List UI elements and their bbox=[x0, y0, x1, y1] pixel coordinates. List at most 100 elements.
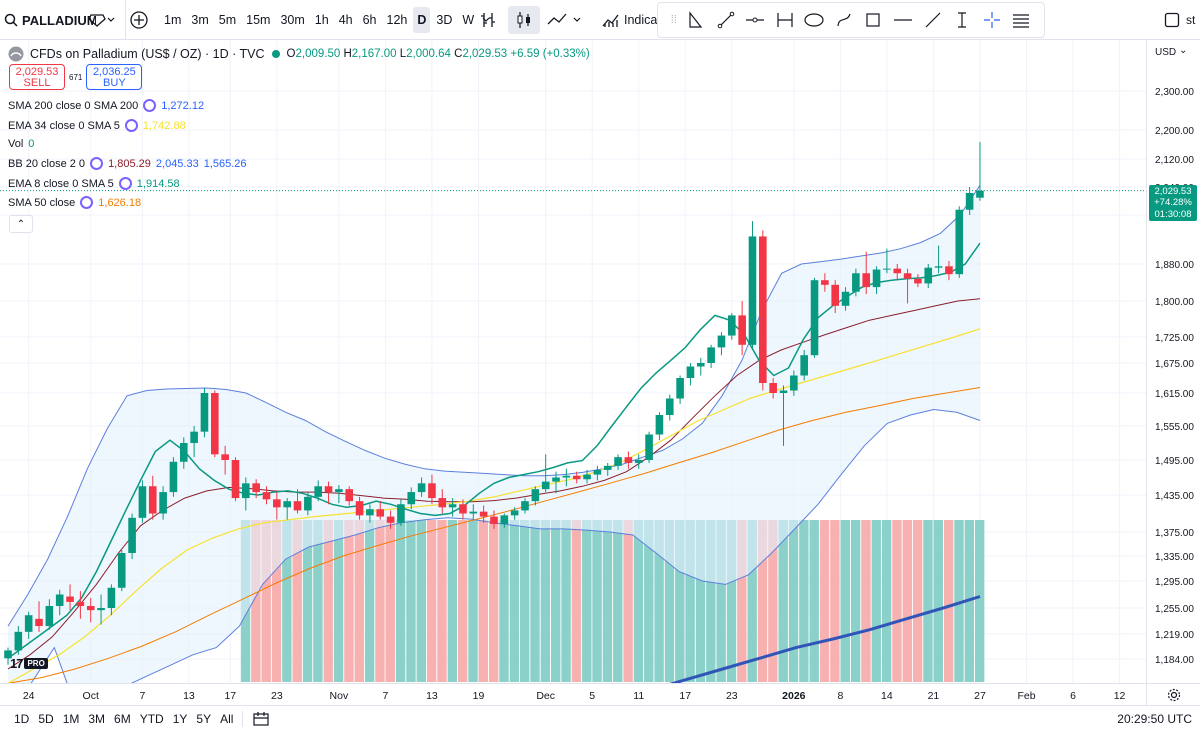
time-tick-label: 13 bbox=[183, 690, 195, 702]
calendar-range-icon[interactable] bbox=[252, 711, 270, 727]
range-ytd[interactable]: YTD bbox=[139, 711, 164, 726]
buy-button[interactable]: 2,036.25 BUY bbox=[86, 64, 143, 90]
symbol-legend[interactable]: CFDs on Palladium (US$ / OZ) · 1D · TVC … bbox=[8, 46, 590, 62]
time-tick-label: 23 bbox=[726, 690, 738, 702]
candle-body bbox=[748, 236, 757, 345]
tf-30m[interactable]: 30m bbox=[280, 13, 305, 27]
tf-5m[interactable]: 5m bbox=[218, 13, 237, 27]
price-tick-label: 2,200.00 bbox=[1155, 126, 1194, 137]
tf-12h[interactable]: 12h bbox=[386, 13, 408, 27]
range-1d[interactable]: 1D bbox=[14, 711, 30, 726]
candle-body bbox=[231, 460, 240, 499]
currency-label[interactable]: USD bbox=[1155, 47, 1177, 58]
pitchfork-icon[interactable] bbox=[685, 9, 707, 31]
price-axis[interactable]: 2,300.002,200.002,120.002,040.001,960.00… bbox=[1146, 40, 1200, 683]
tf-6h[interactable]: 6h bbox=[362, 13, 377, 27]
indicator-ema8[interactable]: EMA 8 close 0 SMA 5 1,914.58 bbox=[8, 177, 180, 190]
indicator-sma200[interactable]: SMA 200 close 0 SMA 200 1,272.12 bbox=[8, 99, 204, 112]
crosshair-icon[interactable] bbox=[981, 9, 1003, 31]
ray-icon[interactable] bbox=[922, 9, 944, 31]
indicator-value: 1,805.29 bbox=[108, 157, 151, 170]
candle-body bbox=[728, 315, 736, 336]
chevron-down-icon[interactable]: ⌄ bbox=[1179, 45, 1188, 56]
collapse-legend-button[interactable]: ⌃ bbox=[9, 215, 33, 233]
chart-pane[interactable] bbox=[0, 40, 1146, 713]
time-tick-label: 8 bbox=[837, 690, 843, 702]
tf-15m[interactable]: 15m bbox=[246, 13, 271, 27]
volume-bar bbox=[933, 520, 943, 682]
candle-body bbox=[386, 516, 395, 523]
compare-symbol-button[interactable] bbox=[88, 0, 116, 40]
line-type-button[interactable] bbox=[546, 0, 582, 40]
range-5d[interactable]: 5D bbox=[38, 711, 54, 726]
volume-bar bbox=[530, 520, 540, 682]
curve-icon[interactable] bbox=[833, 9, 855, 31]
range-6m[interactable]: 6M bbox=[114, 711, 131, 726]
low-value: 2,000.64 bbox=[406, 48, 451, 60]
bar-type-button[interactable] bbox=[478, 0, 498, 40]
tf-4h[interactable]: 4h bbox=[338, 13, 353, 27]
indicator-bb[interactable]: BB 20 close 2 0 1,805.29 2,045.33 1,565.… bbox=[8, 157, 247, 170]
bb-fill bbox=[8, 185, 980, 712]
time-axis[interactable]: 24 Oct 7 13 17 23 Nov 7 13 19 Dec 5 11 17 23 2026 8 14 21 2… bbox=[0, 683, 1146, 705]
date-range-icon[interactable] bbox=[774, 9, 796, 31]
indicators-button[interactable]: Indicat bbox=[602, 0, 661, 40]
candle-body bbox=[242, 483, 250, 499]
indicator-sma50[interactable]: SMA 50 close 1,626.18 bbox=[8, 196, 141, 209]
candle-body bbox=[304, 496, 312, 511]
volume-bar bbox=[778, 520, 788, 682]
cut-off-label: st bbox=[1186, 13, 1196, 27]
candle-body bbox=[934, 266, 943, 268]
price-tick-label: 1,295.00 bbox=[1155, 577, 1194, 588]
ellipse-icon[interactable] bbox=[803, 9, 825, 31]
price-tick-label: 1,335.00 bbox=[1155, 552, 1194, 563]
volume-bar bbox=[747, 520, 757, 682]
range-5y[interactable]: 5Y bbox=[196, 711, 212, 726]
range-1y[interactable]: 1Y bbox=[172, 711, 188, 726]
rectangle-icon[interactable] bbox=[862, 9, 884, 31]
tf-w[interactable]: W bbox=[462, 13, 475, 27]
tf-1h[interactable]: 1h bbox=[314, 13, 329, 27]
candle-body bbox=[696, 363, 705, 367]
horizontal-ray-icon[interactable] bbox=[744, 9, 766, 31]
candle-body bbox=[293, 501, 302, 511]
sell-price: 2,029.53 bbox=[15, 66, 59, 78]
indicator-ema34[interactable]: EMA 34 close 0 SMA 5 1,742.88 bbox=[8, 119, 186, 132]
sell-button[interactable]: 2,029.53 SELL bbox=[9, 64, 65, 90]
trend-line-icon[interactable] bbox=[715, 9, 737, 31]
indicator-name: EMA 34 close 0 SMA 5 bbox=[8, 119, 120, 132]
candles-button[interactable] bbox=[508, 6, 540, 34]
menu-lines-icon[interactable] bbox=[1010, 9, 1032, 31]
clock[interactable]: 20:29:50 UTC bbox=[1117, 711, 1192, 726]
buy-price: 2,036.25 bbox=[92, 66, 136, 78]
text-cursor-icon[interactable] bbox=[951, 9, 973, 31]
time-tick-label: Nov bbox=[330, 690, 349, 702]
tf-3m[interactable]: 3m bbox=[191, 13, 209, 27]
volume-bar bbox=[333, 520, 344, 682]
symbol-search[interactable]: PALLADIUM bbox=[4, 0, 126, 40]
volume-bar bbox=[819, 520, 830, 682]
indicator-vol[interactable]: Vol 0 bbox=[8, 138, 34, 150]
price-tick-label: 1,495.00 bbox=[1155, 456, 1194, 467]
top-toolbar: PALLADIUM 1m 3m 5m 15m 30m 1h 4h 6h 12h … bbox=[0, 0, 1200, 40]
candle-body bbox=[459, 504, 467, 514]
tf-d[interactable]: D bbox=[413, 7, 431, 33]
horizontal-line-icon[interactable] bbox=[892, 9, 914, 31]
square-icon[interactable] bbox=[1164, 12, 1180, 28]
candle-body bbox=[510, 510, 519, 516]
range-3m[interactable]: 3M bbox=[88, 711, 106, 726]
candle-body bbox=[769, 383, 777, 393]
tf-1m[interactable]: 1m bbox=[164, 13, 182, 27]
axis-settings[interactable] bbox=[1146, 683, 1200, 705]
indicator-value: 1,742.88 bbox=[142, 119, 186, 132]
drag-handle-icon[interactable]: ⁞⁞ bbox=[670, 14, 677, 26]
tf-3d[interactable]: 3D bbox=[436, 13, 453, 27]
add-symbol-button[interactable] bbox=[129, 0, 149, 40]
candle-body bbox=[955, 209, 964, 275]
volume-bar bbox=[561, 520, 571, 682]
volume-bar bbox=[426, 520, 437, 682]
range-all[interactable]: All bbox=[220, 711, 234, 726]
candle-body bbox=[552, 477, 560, 482]
range-1m[interactable]: 1M bbox=[62, 711, 80, 726]
price-tick-label: 1,255.00 bbox=[1155, 604, 1194, 615]
